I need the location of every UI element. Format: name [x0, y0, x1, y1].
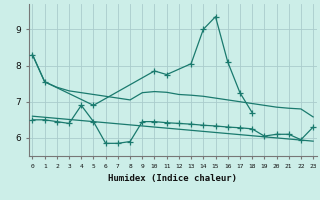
X-axis label: Humidex (Indice chaleur): Humidex (Indice chaleur) — [108, 174, 237, 183]
